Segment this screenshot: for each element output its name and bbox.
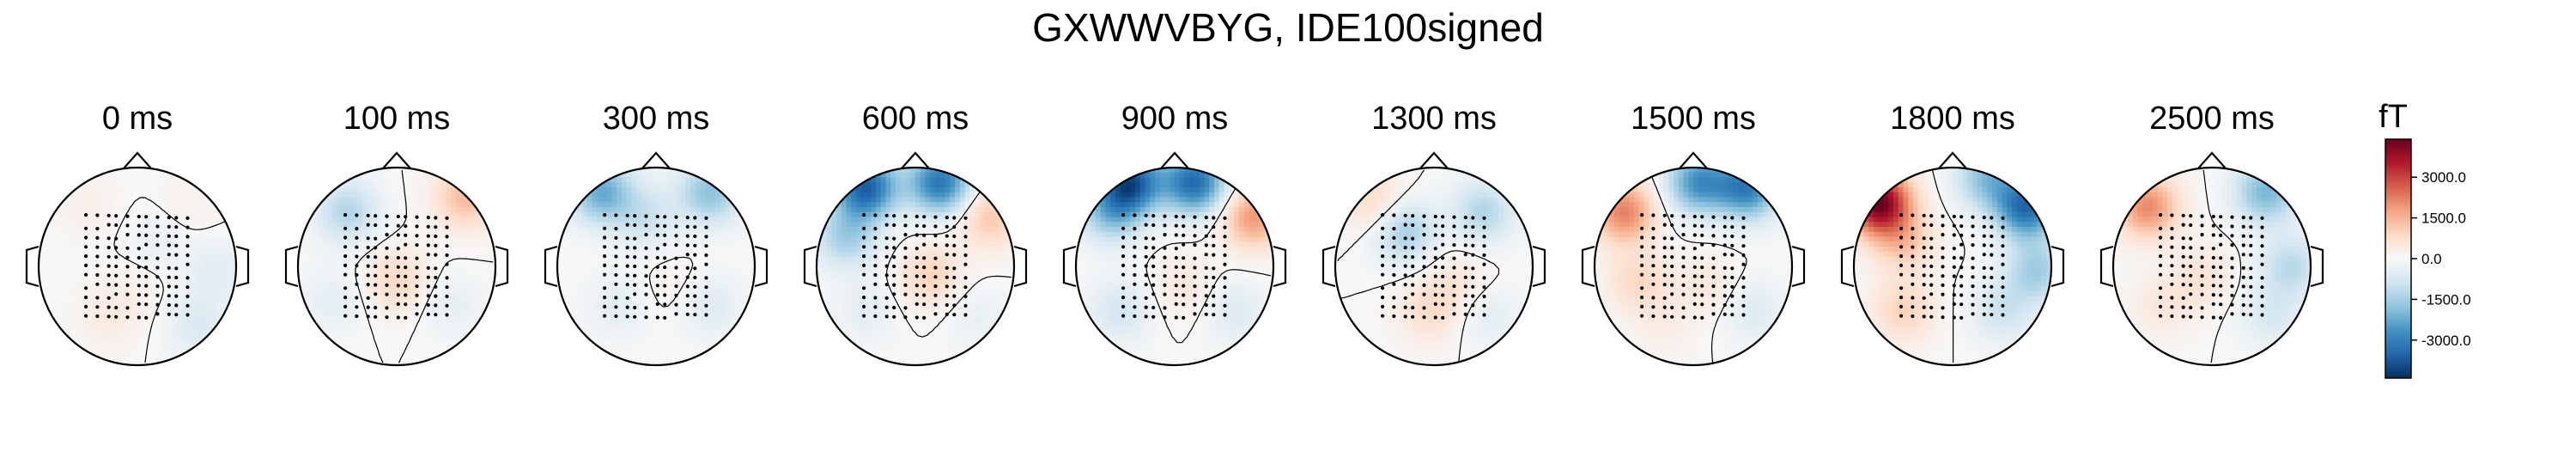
left-ear-icon xyxy=(25,245,39,288)
left-ear-icon xyxy=(1062,245,1077,288)
colorbar-tick-label: -3000.0 xyxy=(2421,333,2471,349)
colorbar-tick-label: 1500.0 xyxy=(2421,211,2466,227)
left-ear-icon xyxy=(544,245,558,288)
nose-icon xyxy=(1160,151,1189,169)
nose-icon xyxy=(2197,151,2227,169)
right-ear-icon xyxy=(235,245,250,288)
head-outline xyxy=(37,166,238,367)
topomap-panel: 600 ms xyxy=(803,101,1028,367)
topomap-panel: 1500 ms xyxy=(1581,101,1806,367)
topomap-panel: 300 ms xyxy=(544,101,769,367)
topomap-field xyxy=(817,168,1014,365)
colorbar-tick-label: 0.0 xyxy=(2421,251,2442,267)
panel-time-label: 1500 ms xyxy=(1631,101,1756,137)
panel-time-label: 0 ms xyxy=(102,101,173,137)
head-outline xyxy=(1593,166,1794,367)
panel-time-label: 600 ms xyxy=(862,101,969,137)
sensor-dots xyxy=(603,213,708,320)
head-outline xyxy=(1852,166,2053,367)
left-ear-icon xyxy=(2099,245,2114,288)
panel-time-label: 2500 ms xyxy=(2149,101,2275,137)
panel-time-label: 300 ms xyxy=(603,101,710,137)
figure-title: GXWWVBYG, IDE100signed xyxy=(1032,5,1544,50)
colorbar-tick-label: -1500.0 xyxy=(2421,291,2471,308)
head-outline xyxy=(1334,166,1534,367)
right-ear-icon xyxy=(1013,245,1028,288)
topomap-panel: 1800 ms xyxy=(1840,101,2065,367)
sensor-dots xyxy=(1121,213,1227,320)
left-ear-icon xyxy=(1840,245,1855,288)
right-ear-icon xyxy=(1532,245,1546,288)
sensor-dots xyxy=(862,213,968,320)
right-ear-icon xyxy=(1273,245,1287,288)
nose-icon xyxy=(123,151,152,169)
colorbar-tick-label: 3000.0 xyxy=(2421,169,2466,186)
topomap-field xyxy=(1595,168,1792,365)
panel-time-label: 1800 ms xyxy=(1890,101,2015,137)
panel-time-label: 1300 ms xyxy=(1371,101,1497,137)
right-ear-icon xyxy=(1791,245,1806,288)
left-ear-icon xyxy=(1321,245,1336,288)
right-ear-icon xyxy=(754,245,769,288)
nose-icon xyxy=(641,151,671,169)
sensor-dots xyxy=(84,213,190,320)
nose-icon xyxy=(1419,151,1449,169)
colorbar-unit-label: fT xyxy=(2379,99,2408,135)
topomap-panel: 1300 ms xyxy=(1321,101,1546,367)
zero-contour-line xyxy=(1337,169,1500,363)
left-ear-icon xyxy=(1581,245,1595,288)
topomap-panel: 100 ms xyxy=(284,101,509,367)
right-ear-icon xyxy=(495,245,509,288)
nose-icon xyxy=(1938,151,1967,169)
left-ear-icon xyxy=(803,245,817,288)
colorbar: fT 3000.0 1500.0 0.0 -1500.0 -3000.0 xyxy=(2379,99,2471,379)
sensor-dots xyxy=(2159,213,2264,320)
head-outline xyxy=(296,166,497,367)
head-outline xyxy=(815,166,1016,367)
colorbar-gradient xyxy=(2385,138,2412,379)
panel-time-label: 100 ms xyxy=(343,101,451,137)
left-ear-icon xyxy=(284,245,299,288)
nose-icon xyxy=(1679,151,1708,169)
topomap-panel: 2500 ms xyxy=(2099,101,2324,367)
right-ear-icon xyxy=(2050,245,2065,288)
head-outline xyxy=(556,166,756,367)
sensor-dots xyxy=(343,213,449,320)
sensor-dots xyxy=(1899,213,2005,320)
right-ear-icon xyxy=(2310,245,2324,288)
sensor-dots xyxy=(1640,213,1746,320)
head-outline xyxy=(1074,166,1275,367)
nose-icon xyxy=(901,151,930,169)
topomap-panel: 900 ms xyxy=(1062,101,1287,367)
zero-contour-line xyxy=(2202,169,2242,363)
head-outline xyxy=(2111,166,2312,367)
panel-time-label: 900 ms xyxy=(1121,101,1229,137)
topomap-panel: 0 ms xyxy=(25,101,250,367)
nose-icon xyxy=(382,151,411,169)
sensor-dots xyxy=(1381,213,1486,320)
